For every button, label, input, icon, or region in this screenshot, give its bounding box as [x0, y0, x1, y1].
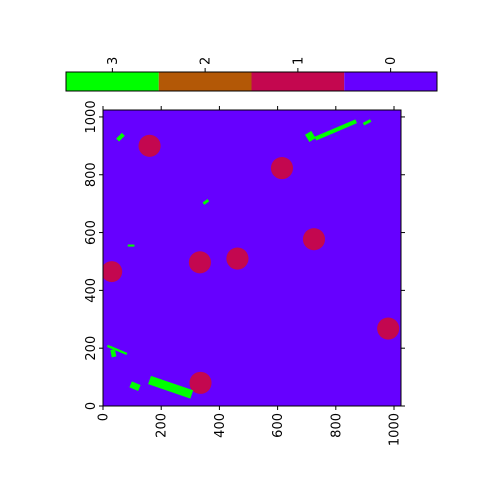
region-circle: [302, 228, 326, 251]
colorbar-swatch: [251, 72, 345, 91]
region-segment: [129, 381, 141, 392]
plot-area: [103, 110, 401, 406]
region-circle: [188, 251, 211, 274]
colorbar-swatch: [158, 72, 252, 91]
colorbar-frame: [65, 71, 438, 92]
x-tick-label: 1000: [388, 413, 403, 446]
x-tick-label: 400: [213, 413, 228, 438]
y-tick-label: 200: [84, 336, 99, 361]
region-segment: [362, 119, 372, 126]
colorbar-tick-label: 1: [291, 57, 306, 65]
region-circle: [377, 317, 400, 340]
colorbar-swatch: [344, 72, 437, 91]
x-tick-label: 600: [271, 413, 286, 438]
y-tick-label: 1000: [84, 100, 99, 133]
region-segment: [106, 344, 116, 350]
region-circle: [138, 134, 161, 157]
y-tick-label: 400: [84, 278, 99, 303]
colorbar-swatch: [66, 72, 159, 91]
y-tick-label: 0: [84, 402, 99, 410]
region-circle: [226, 247, 249, 270]
colorbar-tick-label: 2: [199, 57, 214, 65]
region-circle: [270, 157, 294, 180]
region-circle: [189, 371, 212, 394]
x-tick-label: 0: [97, 413, 112, 421]
x-tick-label: 800: [329, 413, 344, 438]
x-tick-label: 200: [155, 413, 170, 438]
axes-frame: [102, 109, 402, 407]
region-circle: [103, 261, 123, 283]
y-tick-label: 800: [84, 162, 99, 187]
colorbar-tick-label: 3: [106, 57, 121, 65]
region-segment: [114, 347, 128, 356]
region-segment: [110, 349, 117, 358]
colorbar-tick-label: 0: [384, 57, 399, 65]
axes: 0 200 400 600 800 1000 0 200 400 600 800 1000: [84, 100, 405, 446]
heatmap-background: [103, 110, 401, 406]
colorbar: 3 2 1 0: [65, 57, 438, 92]
region-segment: [305, 130, 316, 142]
y-tick-label: 600: [84, 220, 99, 245]
region-segment: [314, 119, 357, 141]
region-segment: [148, 375, 194, 399]
region-segment: [116, 132, 125, 142]
region-segment: [202, 198, 210, 205]
